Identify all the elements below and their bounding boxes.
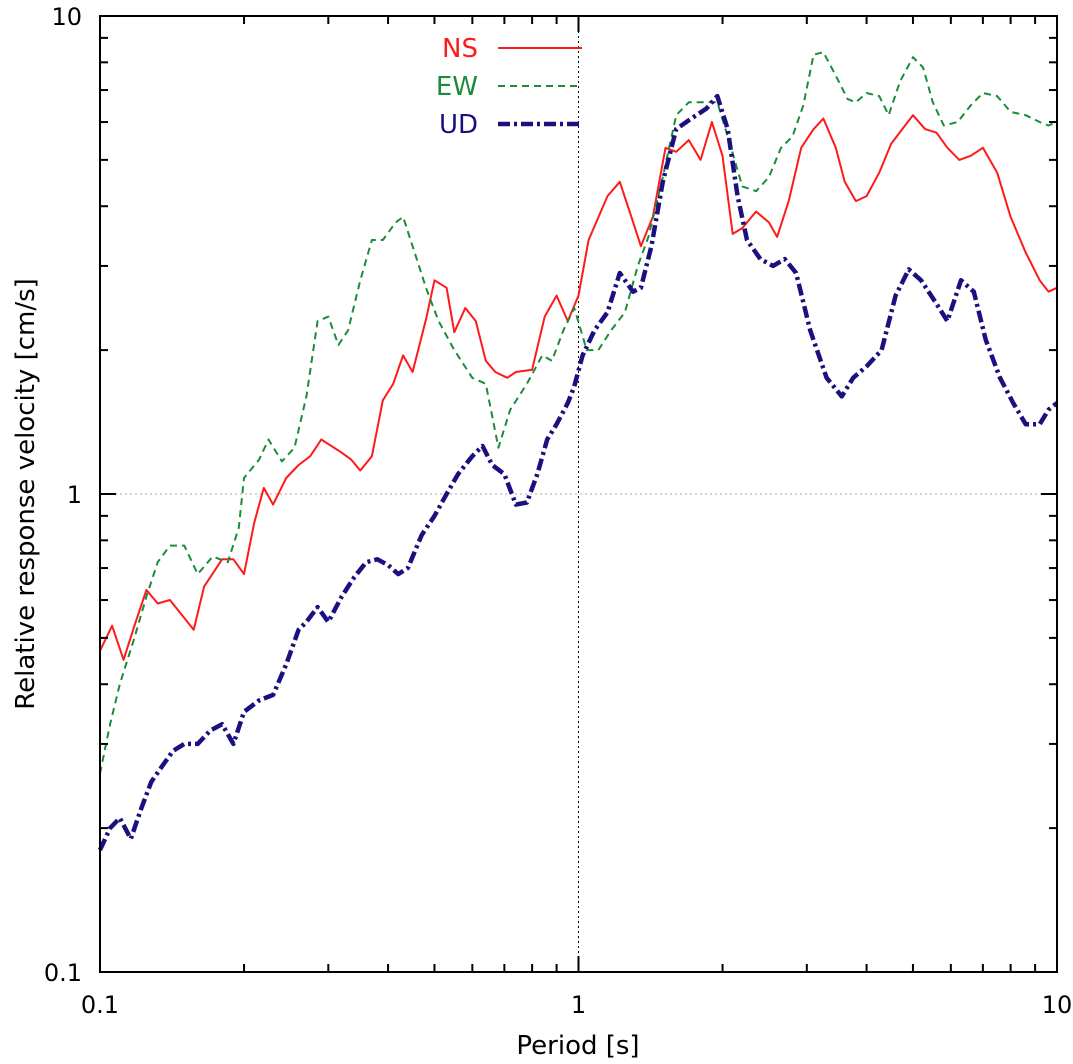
y-tick-label: 10 xyxy=(51,3,82,31)
axis-ticks xyxy=(99,16,1057,973)
series-line-ew xyxy=(99,51,1058,774)
x-tick-label: 10 xyxy=(1042,991,1073,1019)
x-axis-title: Period [s] xyxy=(516,1031,639,1061)
legend-label-ud: UD xyxy=(439,110,478,140)
y-axis-title: Relative response velocity [cm/s] xyxy=(11,278,41,710)
series-layer xyxy=(97,51,1059,851)
y-tick-label: 0.1 xyxy=(44,959,82,987)
legend: NS EW UD xyxy=(436,34,582,140)
series-line-ns xyxy=(99,114,1058,661)
tick-labels: 0.1 1 10 0.1 1 10 xyxy=(44,3,1072,1019)
legend-label-ns: NS xyxy=(442,34,478,64)
y-tick-label: 1 xyxy=(67,481,82,509)
legend-label-ew: EW xyxy=(436,72,478,102)
x-tick-label: 0.1 xyxy=(81,991,119,1019)
grid-lines xyxy=(100,16,1057,972)
series-line-ud xyxy=(97,93,1059,851)
x-tick-label: 1 xyxy=(571,991,586,1019)
